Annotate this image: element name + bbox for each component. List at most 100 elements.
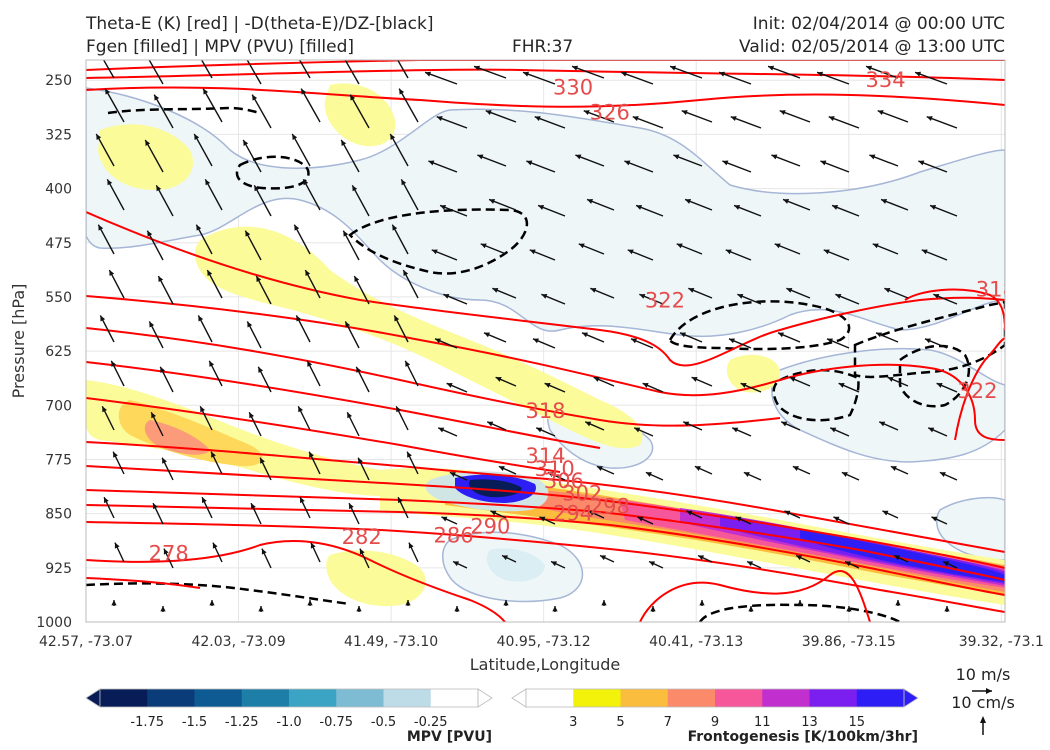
- wind-vector-head: [349, 503, 354, 510]
- fgen-region: [195, 226, 643, 449]
- wind-vector-head: [650, 606, 656, 612]
- wind-vector-head: [147, 230, 153, 237]
- wind-vector-head: [98, 224, 104, 231]
- colorbar-segment: [289, 689, 337, 707]
- colorbar-tick: -1.0: [276, 715, 301, 730]
- wind-vector-head: [192, 43, 197, 49]
- wind-vector-head: [113, 451, 118, 458]
- wind-vector-head: [838, 383, 845, 388]
- ddz-contour: [348, 208, 529, 275]
- wind-vector-head: [828, 116, 835, 122]
- colorbar-tick: 15: [848, 715, 865, 730]
- wind-vector: [302, 178, 321, 211]
- wind-vector-head: [771, 154, 778, 160]
- wind-vector-head: [305, 270, 311, 277]
- wind-vector: [202, 88, 223, 123]
- wind-vector-head: [502, 555, 509, 561]
- wind-vector: [424, 71, 458, 85]
- wind-vector-head: [835, 293, 842, 299]
- wind-vector-head: [503, 600, 509, 606]
- theta-e-contour: [86, 361, 601, 449]
- wind-vector-head: [637, 516, 644, 522]
- wind-vector-head: [247, 321, 253, 328]
- wind-vector-head: [405, 600, 411, 606]
- wind-vector-head: [202, 497, 207, 504]
- wind-vector: [291, 133, 311, 167]
- wind-vector-head: [354, 276, 360, 283]
- mpv-region: [486, 548, 545, 582]
- wind-vector-head: [890, 466, 897, 471]
- x-axis-ticks: 42.57, -73.07 42.03, -73.09 41.49, -73.10 4…: [39, 634, 1044, 650]
- y-tick-label: 775: [45, 452, 72, 468]
- theta-e-contour: [954, 337, 1005, 441]
- wind-vector-head: [735, 516, 742, 522]
- wind-vector: [251, 94, 272, 129]
- wind-vector: [669, 65, 703, 79]
- wind-vector-head: [347, 412, 353, 419]
- wind-vector-head: [107, 179, 113, 186]
- wind-vector-head: [778, 332, 784, 338]
- y-tick-label: 625: [45, 344, 72, 360]
- wind-vector-head: [915, 71, 922, 77]
- wind-vector-head: [453, 561, 460, 567]
- wind-vector-head: [356, 366, 362, 373]
- wind-vector-head: [536, 427, 543, 433]
- wind-vector-head: [109, 270, 115, 277]
- wind-vector-head: [686, 510, 693, 516]
- wind-vector-head: [699, 600, 705, 606]
- wind-vector-head: [156, 185, 162, 192]
- x-tick-label: 42.57, -73.07: [39, 634, 133, 650]
- wind-vector-head: [251, 503, 256, 510]
- wind-vector-head: [600, 555, 607, 561]
- wind-vector: [816, 71, 850, 85]
- wind-vector-head: [258, 606, 264, 612]
- wind-vector-head: [879, 421, 886, 427]
- wind-vector: [293, 224, 311, 255]
- theta-e-contour-label: 318: [525, 399, 565, 423]
- wind-key-u-label: 10 m/s: [956, 665, 1011, 684]
- wind-vector: [522, 71, 556, 85]
- wind-vector-head: [102, 406, 108, 413]
- wind-vector-head: [719, 71, 726, 77]
- wind-vector-head: [523, 71, 530, 77]
- wind-vector: [195, 224, 213, 255]
- wind-vector-head: [926, 116, 933, 122]
- colorbar-segment: [762, 689, 810, 707]
- theta-e-contour-label: 306: [544, 469, 584, 493]
- wind-vector-head: [544, 383, 551, 388]
- wind-key-u-arrowhead: [986, 688, 992, 694]
- wind-vector-head: [734, 204, 741, 210]
- y-tick-label: 400: [45, 182, 72, 198]
- wind-vector: [200, 60, 213, 79]
- wind-vector-head: [358, 457, 363, 464]
- wind-vector-head: [339, 49, 344, 55]
- wind-vector-head: [408, 542, 414, 549]
- theta-e-contour: [86, 327, 781, 427]
- wind-vector-head: [817, 71, 824, 77]
- wind-vector-head: [194, 133, 200, 140]
- wind-vector-head: [301, 88, 307, 95]
- wind-vector-head: [578, 243, 585, 249]
- colorbar-tick: -1.5: [182, 715, 207, 730]
- wind-vector-head: [454, 606, 460, 612]
- y-tick-label: 850: [45, 507, 72, 523]
- y-tick-label: 475: [45, 236, 72, 252]
- wind-vector-head: [768, 65, 775, 71]
- wind-vector: [104, 88, 125, 123]
- wind-vector-head: [547, 472, 554, 477]
- wind-vector-head: [490, 510, 497, 516]
- wind-vector-head: [582, 332, 588, 338]
- wind-vector-head: [930, 204, 937, 210]
- wind-vector-head: [350, 94, 356, 101]
- theta-e-contour: [86, 441, 1005, 553]
- wind-vector-head: [245, 230, 251, 237]
- wind-vector-head: [207, 270, 213, 277]
- init-time: Init: 02/04/2014 @ 00:00 UTC: [752, 14, 1005, 34]
- wind-vector-head: [529, 249, 536, 255]
- ddz-contour: [107, 106, 261, 115]
- wind-vector-head: [212, 542, 218, 549]
- wind-vector-head: [405, 360, 411, 367]
- theta-e-contour: [86, 60, 1005, 71]
- wind-vector-head: [827, 338, 833, 344]
- colorbar-segment: [667, 689, 716, 707]
